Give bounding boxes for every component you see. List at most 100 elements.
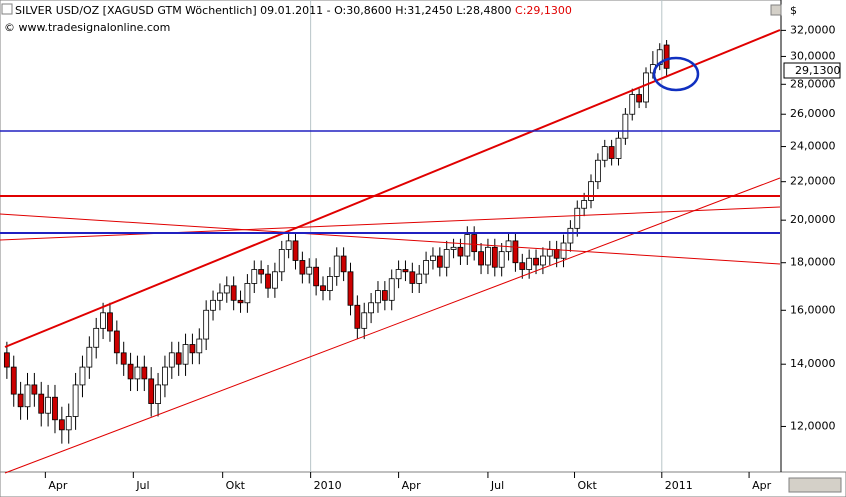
candle-body: [230, 285, 237, 301]
y-unit: $: [790, 4, 797, 17]
candle-body: [409, 271, 416, 284]
candle-body: [601, 146, 608, 161]
plot-area: [0, 0, 782, 473]
candle-body: [189, 344, 196, 354]
candle-body: [491, 246, 498, 268]
candle-body: [127, 363, 134, 380]
candle-body: [375, 290, 381, 304]
candle-body: [162, 366, 168, 386]
candle-body: [313, 266, 320, 287]
x-tick-label: Apr: [402, 479, 422, 492]
candle-body: [203, 309, 210, 340]
candle-body: [107, 312, 113, 332]
candle-body: [24, 384, 31, 408]
candle-body: [79, 366, 86, 386]
candle-body: [416, 273, 423, 284]
candle-body: [553, 249, 560, 259]
candle-body: [540, 255, 546, 266]
candle-body: [223, 285, 230, 294]
y-tick-label: 14,0000: [790, 357, 836, 370]
candle-body: [471, 234, 478, 253]
candle-body: [622, 113, 629, 139]
trend-line: [0, 206, 781, 241]
candle-body: [498, 251, 505, 268]
candle-body: [388, 278, 395, 301]
candle-body: [3, 352, 10, 368]
candle-body: [526, 257, 533, 270]
y-tick-label: 30,0000: [790, 49, 836, 62]
candle-body: [86, 346, 93, 368]
y-tick-label: 20,0000: [790, 213, 836, 226]
x-tick-label: 2011: [665, 479, 693, 492]
symbol-icon: [1, 3, 13, 15]
candle-body: [210, 299, 216, 311]
copyright: © www.tradesignalonline.com: [4, 21, 170, 34]
y-tick-label: 26,0000: [790, 107, 836, 120]
candle-body: [182, 344, 189, 365]
candle-body: [65, 416, 72, 431]
annotations: [0, 29, 781, 474]
candle-body: [629, 94, 636, 115]
x-tick-label: Jul: [135, 479, 149, 492]
candle-body: [196, 338, 203, 354]
highlight-ellipse: [652, 56, 700, 92]
candle-body: [608, 146, 615, 159]
candle-body: [72, 384, 79, 417]
candle-body: [113, 330, 120, 354]
candle-body: [457, 246, 464, 257]
close-button[interactable]: [770, 4, 782, 16]
x-tick-label: Apr: [48, 479, 68, 492]
y-tick-label: 16,0000: [790, 303, 836, 316]
candle-body: [299, 260, 306, 275]
candle-body: [155, 384, 161, 404]
candle-body: [368, 302, 375, 314]
candle-body: [574, 207, 581, 229]
candle-body: [93, 327, 100, 348]
candle-body: [58, 419, 65, 431]
candle-body: [615, 137, 622, 159]
last-price-label: 29,1300: [795, 64, 841, 77]
x-tick-label: 2010: [314, 479, 342, 492]
candle-body: [17, 393, 24, 408]
candle-body: [237, 299, 244, 304]
candle-body: [244, 283, 251, 304]
candle-body: [306, 266, 313, 275]
candle-body: [436, 255, 443, 268]
candle-body: [594, 159, 601, 183]
x-tick-label: Okt: [226, 479, 246, 492]
x-axis-area: [0, 471, 846, 497]
candle-body: [588, 181, 594, 201]
candle-body: [643, 72, 649, 103]
candle-body: [134, 366, 141, 380]
y-tick-label: 18,0000: [790, 256, 836, 269]
candle-body: [38, 393, 45, 414]
candle-body: [168, 352, 175, 368]
candle-body: [443, 249, 450, 268]
candle-body: [120, 352, 127, 365]
candle-body: [347, 271, 354, 306]
candle-body: [141, 366, 148, 380]
x-tick-label: Okt: [578, 479, 598, 492]
candle-body: [251, 269, 258, 284]
scroll-buttons[interactable]: [788, 477, 842, 493]
trend-line: [4, 29, 781, 348]
candle-body: [278, 249, 285, 273]
header-close: C:29,1300: [515, 4, 572, 17]
candle-body: [100, 312, 106, 329]
candle-body: [271, 271, 278, 289]
header: SILVER USD/OZ [XAGUSD GTM Wöchentlich] 0…: [15, 4, 572, 17]
y-axis-area: [781, 0, 846, 472]
candle-body: [478, 251, 484, 266]
candle-body: [45, 396, 52, 414]
y-tick-label: 22,0000: [790, 175, 836, 188]
candle-body: [381, 290, 388, 301]
y-tick-label: 12,0000: [790, 419, 836, 432]
last-price-box: [783, 62, 841, 79]
trend-line: [4, 177, 781, 474]
y-tick-label: 24,0000: [790, 140, 836, 153]
candle-body: [546, 249, 553, 257]
trend-line: [0, 213, 781, 265]
candle-body: [265, 273, 271, 289]
